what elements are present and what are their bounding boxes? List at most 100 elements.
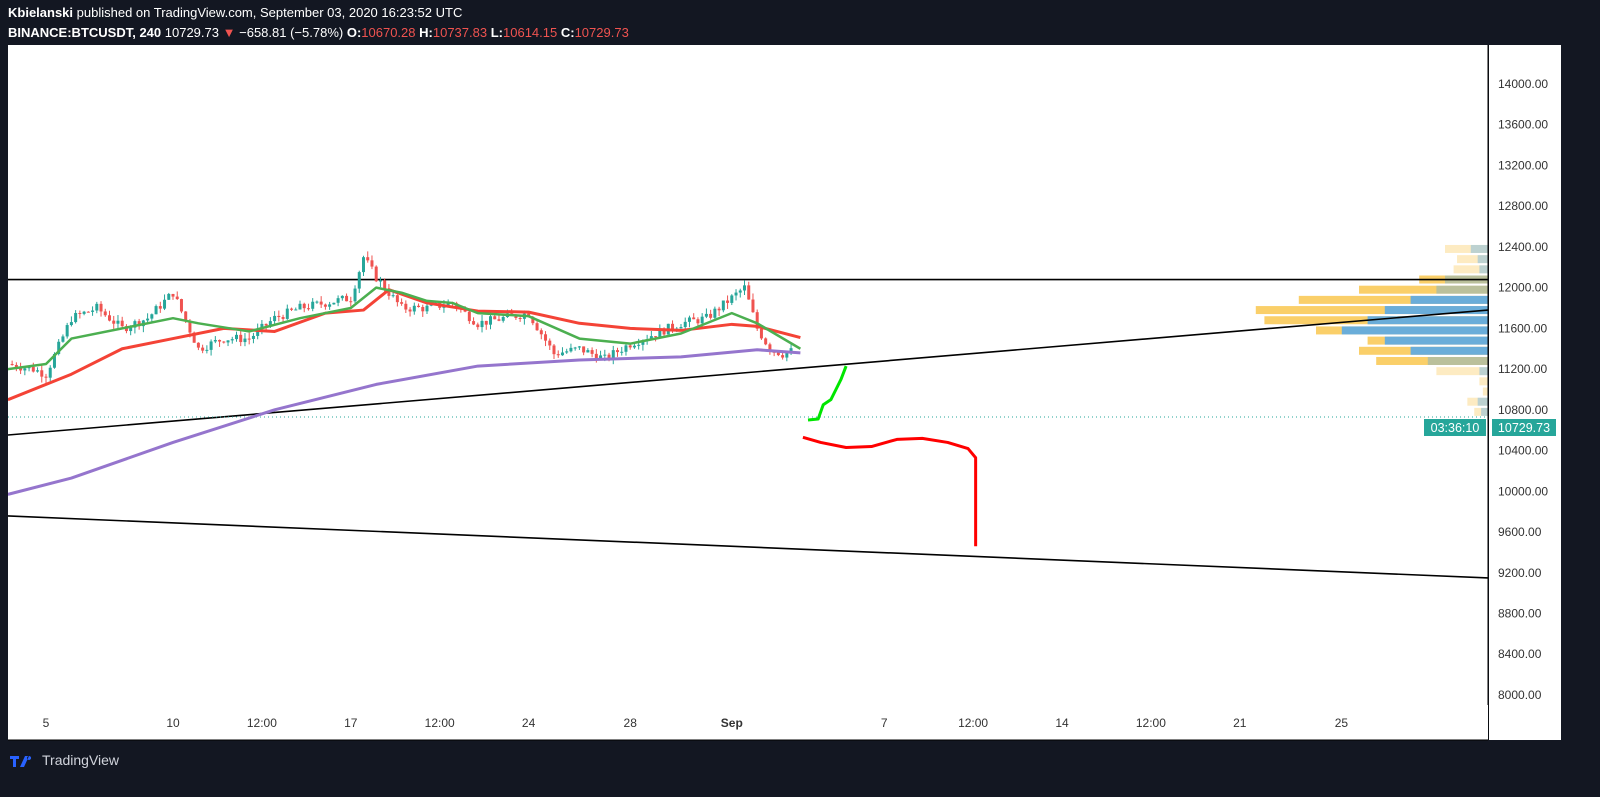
candle-body — [10, 364, 14, 366]
candle-body — [493, 316, 497, 320]
price-axis — [1489, 45, 1561, 740]
last-price-badge — [1492, 419, 1556, 436]
publish-info: Kbielanski published on TradingView.com,… — [8, 5, 462, 20]
o-label: O: — [346, 25, 362, 40]
volume-profile-bar — [1453, 265, 1488, 274]
candle-body — [556, 354, 560, 356]
time-tick-label: 24 — [522, 716, 536, 730]
open: 10670.28 — [361, 25, 416, 40]
volume-profile-bar — [1298, 295, 1488, 304]
candle-body — [395, 295, 399, 303]
candle-body — [146, 318, 150, 321]
candle-body — [31, 366, 35, 372]
candle-body — [268, 321, 272, 326]
candle-body — [400, 302, 404, 304]
candle-body — [408, 309, 412, 312]
volume-profile-bar — [1341, 326, 1488, 335]
candle-body — [184, 311, 188, 321]
symbol-info: BINANCE:BTCUSDT, 240 10729.73 ▼ −658.81 … — [8, 25, 629, 40]
candle-body — [285, 308, 289, 319]
candle-body — [179, 299, 183, 312]
publish-text: published on TradingView.com, September … — [76, 5, 463, 20]
time-tick-label: Sep — [721, 716, 743, 730]
candle-body — [404, 303, 408, 310]
candle-body — [129, 327, 133, 332]
candle-body — [82, 311, 86, 314]
candle-body — [662, 328, 666, 335]
candle-body — [370, 260, 374, 267]
ema-fast-line — [8, 286, 802, 371]
candle-body — [391, 295, 395, 297]
volume-profile-bar — [1384, 306, 1488, 315]
candle-body — [489, 316, 492, 325]
countdown-label: 03:36:10 — [1431, 421, 1480, 435]
high: 10737.83 — [432, 25, 488, 40]
candle-body — [764, 338, 768, 345]
candle-body — [40, 370, 44, 377]
candle-body — [95, 303, 99, 311]
candle-body — [501, 317, 505, 321]
candle-body — [620, 351, 624, 353]
candle-body — [594, 353, 598, 360]
price-tick-label: 8400.00 — [1498, 647, 1542, 661]
candle-body — [65, 325, 69, 337]
price-tick-label: 10400.00 — [1498, 444, 1548, 458]
candle-body — [713, 308, 717, 318]
candle-body — [311, 301, 315, 309]
candle-body — [218, 339, 222, 342]
time-tick-label: 12:00 — [1136, 716, 1166, 730]
candle-body — [36, 370, 40, 372]
candle-body — [743, 285, 746, 291]
price-tick-label: 13200.00 — [1498, 158, 1548, 172]
price-tick-label: 8800.00 — [1498, 607, 1542, 621]
candle-body — [649, 336, 653, 340]
time-tick-label: 28 — [624, 716, 638, 730]
volume-profile-bar — [1479, 377, 1488, 386]
volume-profile-bar — [1384, 336, 1488, 345]
candle-body — [247, 338, 251, 340]
candle-body — [336, 298, 340, 303]
candle-body — [86, 311, 90, 313]
time-tick-label: 25 — [1335, 716, 1349, 730]
candle-body — [624, 345, 628, 352]
candle-body — [302, 303, 306, 309]
candle-body — [213, 339, 217, 342]
candle-body — [383, 280, 387, 290]
plot-area — [8, 45, 1488, 740]
time-tick-label: 17 — [344, 716, 358, 730]
candle-body — [658, 328, 662, 337]
candle-body — [671, 323, 675, 330]
author: Kbielanski — [8, 5, 74, 20]
candle-body — [747, 285, 751, 300]
candle-body — [192, 332, 196, 343]
candle-body — [565, 351, 569, 353]
time-tick-label: 12:00 — [247, 716, 277, 730]
candle-body — [315, 301, 319, 303]
candle-body — [726, 300, 730, 303]
volume-profile-bar — [1477, 397, 1488, 406]
candle-body — [154, 306, 158, 315]
candle-body — [209, 341, 213, 350]
volume-profile-bar — [1436, 285, 1488, 294]
candle-body — [446, 302, 450, 307]
candle-body — [755, 312, 759, 329]
tradingview-logo-icon — [10, 756, 32, 767]
volume-profile-bar — [1457, 255, 1488, 264]
price-chart[interactable]: 14000.00 13600.00 13200.00 12800.00 12400.00… — [0, 0, 1600, 745]
candle-body — [306, 308, 310, 310]
candle-body — [277, 315, 281, 318]
candle-body — [137, 321, 141, 327]
candle-body — [573, 347, 577, 349]
price-tick-label: 14000.00 — [1498, 77, 1548, 91]
candle-body — [421, 307, 425, 312]
candle-body — [539, 330, 543, 335]
candle-body — [188, 320, 192, 333]
candle-body — [290, 308, 294, 310]
price-tick-label: 10000.00 — [1498, 484, 1548, 498]
candle-body — [599, 355, 603, 360]
low: 10614.15 — [503, 25, 558, 40]
candle-body — [230, 339, 234, 341]
volume-profile-bar — [1470, 244, 1488, 253]
volume-profile-bar — [1436, 367, 1488, 376]
price-tick-label: 11600.00 — [1498, 321, 1547, 335]
